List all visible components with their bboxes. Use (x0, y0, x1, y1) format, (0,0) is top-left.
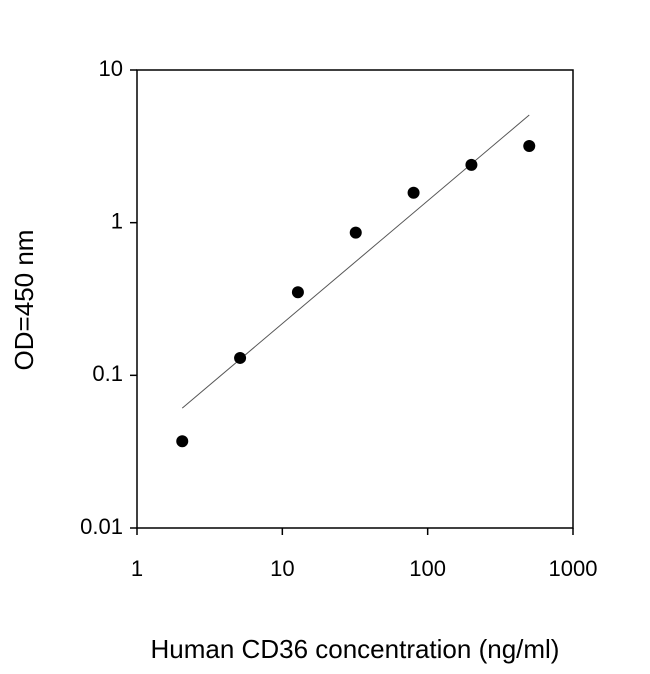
data-point (234, 351, 247, 364)
data-point (176, 435, 189, 448)
y-tick-label: 0.1 (92, 361, 123, 386)
x-tick-label: 100 (409, 556, 446, 581)
y-tick-label: 1 (111, 208, 123, 233)
fit-line (181, 114, 530, 409)
x-tick-label: 10 (270, 556, 294, 581)
data-point (291, 286, 304, 299)
data-point (523, 139, 536, 152)
y-tick-label: 10 (99, 56, 123, 81)
plot-frame (136, 69, 574, 529)
x-axis-title: Human CD36 concentration (ng/ml) (151, 634, 560, 664)
y-axis-title: OD=450 nm (9, 230, 39, 371)
x-tick-label: 1 (131, 556, 143, 581)
data-point (465, 158, 478, 171)
y-tick-label: 0.01 (80, 514, 123, 539)
data-point (407, 186, 420, 199)
x-tick-label: 1000 (549, 556, 598, 581)
data-point (349, 226, 362, 239)
